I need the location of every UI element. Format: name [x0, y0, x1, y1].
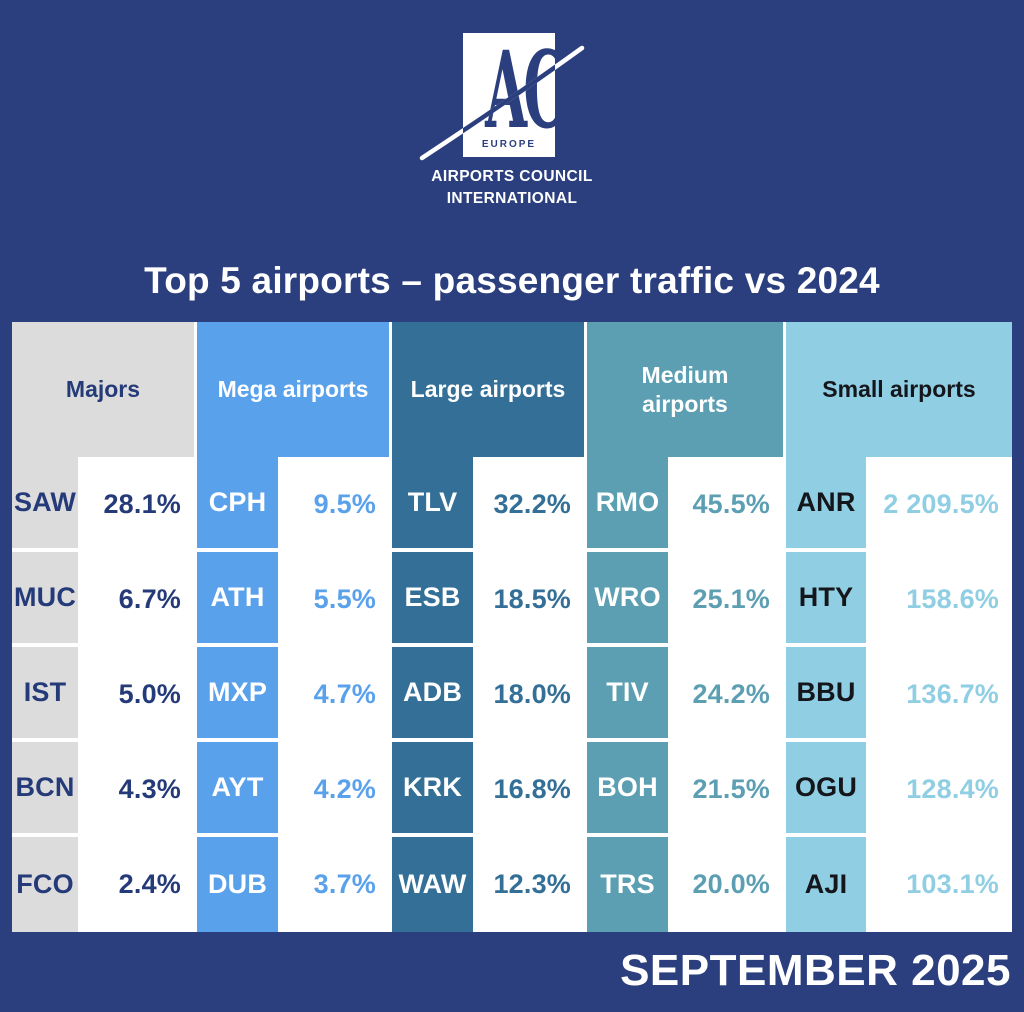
airport-code-cell: ANR	[786, 457, 866, 552]
traffic-value-cell: 2.4%	[118, 869, 181, 899]
traffic-value-column: 9.5% 5.5% 4.7% 4.2% 3.7%	[278, 457, 389, 932]
traffic-value-cell: 4.7%	[313, 679, 376, 709]
category-column-mega-airports: Mega airports CPH ATH MXP AYT DUB 9.5% 5.5% 4.7%…	[197, 322, 389, 932]
airport-code-cell: BCN	[12, 742, 78, 837]
traffic-value-cell: 12.3%	[493, 869, 571, 899]
category-label: Mega airports	[217, 376, 369, 403]
traffic-value-cell: 6.7%	[118, 584, 181, 614]
traffic-value-cell: 45.5%	[692, 489, 770, 519]
aci-swoosh-icon	[419, 45, 585, 161]
airport-code-cell: KRK	[392, 742, 473, 837]
airport-code-cell: TLV	[392, 457, 473, 552]
category-header-large-airports: Large airports	[392, 322, 584, 457]
traffic-value-column: 28.1% 6.7% 5.0% 4.3% 2.4%	[78, 457, 194, 932]
airport-code-column: SAW MUC IST BCN FCO	[12, 457, 78, 932]
category-column-small-airports: Small airports ANR HTY BBU OGU AJI 2 209.5% 158…	[786, 322, 1012, 932]
category-label: Majors	[65, 376, 141, 403]
airport-code-cell: MXP	[197, 647, 278, 742]
airport-code-cell: CPH	[197, 457, 278, 552]
traffic-value-cell: 5.0%	[118, 679, 181, 709]
airport-code-cell: ATH	[197, 552, 278, 647]
airport-code-cell: WAW	[392, 837, 473, 932]
category-header-medium-airports: Medium airports	[587, 322, 783, 457]
category-header-majors: Majors	[12, 322, 194, 457]
category-header-mega-airports: Mega airports	[197, 322, 389, 457]
airport-code-column: TLV ESB ADB KRK WAW	[392, 457, 473, 932]
airport-code-cell: AYT	[197, 742, 278, 837]
airport-code-cell: ADB	[392, 647, 473, 742]
org-name: AIRPORTS COUNCIL INTERNATIONAL	[0, 166, 1024, 211]
traffic-value-cell: 21.5%	[692, 774, 770, 804]
airport-code-cell: SAW	[12, 457, 78, 552]
report-period: SEPTEMBER 2025	[620, 946, 1011, 995]
category-body: ANR HTY BBU OGU AJI 2 209.5% 158.6% 136.7% 128.4…	[786, 457, 1012, 932]
category-body: RMO WRO TIV BOH TRS 45.5% 25.1% 24.2% 21.5% 20.0%	[587, 457, 783, 932]
airport-code-cell: MUC	[12, 552, 78, 647]
airport-code-cell: ESB	[392, 552, 473, 647]
category-body: TLV ESB ADB KRK WAW 32.2% 18.5% 18.0% 16.8% 12.3%	[392, 457, 584, 932]
traffic-value-cell: 2 209.5%	[883, 489, 999, 519]
traffic-value-cell: 9.5%	[313, 489, 376, 519]
category-column-large-airports: Large airports TLV ESB ADB KRK WAW 32.2% 18.5% 1…	[392, 322, 584, 932]
traffic-value-cell: 3.7%	[313, 869, 376, 899]
airport-code-cell: HTY	[786, 552, 866, 647]
category-label: Medium airports	[641, 361, 729, 417]
traffic-value-column: 45.5% 25.1% 24.2% 21.5% 20.0%	[668, 457, 783, 932]
traffic-table: Majors SAW MUC IST BCN FCO 28.1% 6.7% 5.0% 4.3% 2.…	[12, 322, 1012, 932]
traffic-value-cell: 20.0%	[692, 869, 770, 899]
airport-code-cell: BBU	[786, 647, 866, 742]
traffic-value-cell: 4.2%	[313, 774, 376, 804]
airport-code-column: ANR HTY BBU OGU AJI	[786, 457, 866, 932]
airport-code-cell: DUB	[197, 837, 278, 932]
traffic-value-cell: 5.5%	[313, 584, 376, 614]
airport-code-cell: AJI	[786, 837, 866, 932]
traffic-value-cell: 18.5%	[493, 584, 571, 614]
airport-code-column: RMO WRO TIV BOH TRS	[587, 457, 668, 932]
traffic-value-cell: 103.1%	[906, 869, 999, 899]
traffic-value-cell: 28.1%	[103, 489, 181, 519]
category-body: SAW MUC IST BCN FCO 28.1% 6.7% 5.0% 4.3% 2.4%	[12, 457, 194, 932]
traffic-value-cell: 24.2%	[692, 679, 770, 709]
traffic-value-column: 32.2% 18.5% 18.0% 16.8% 12.3%	[473, 457, 584, 932]
airport-code-cell: IST	[12, 647, 78, 742]
airport-code-cell: RMO	[587, 457, 668, 552]
traffic-value-cell: 32.2%	[493, 489, 571, 519]
airport-code-cell: BOH	[587, 742, 668, 837]
category-column-majors: Majors SAW MUC IST BCN FCO 28.1% 6.7% 5.0% 4.3% 2.…	[12, 322, 194, 932]
airport-code-cell: WRO	[587, 552, 668, 647]
category-label: Small airports	[822, 376, 976, 403]
category-label: Large airports	[410, 376, 566, 403]
category-body: CPH ATH MXP AYT DUB 9.5% 5.5% 4.7% 4.2% 3.7%	[197, 457, 389, 932]
traffic-value-cell: 4.3%	[118, 774, 181, 804]
airport-code-cell: FCO	[12, 837, 78, 932]
traffic-value-cell: 16.8%	[493, 774, 571, 804]
category-header-small-airports: Small airports	[786, 322, 1012, 457]
aci-logo-region-label: EUROPE	[481, 139, 537, 150]
org-name-line1: AIRPORTS COUNCIL	[431, 168, 593, 185]
airport-code-cell: TRS	[587, 837, 668, 932]
page-title: Top 5 airports – passenger traffic vs 20…	[144, 260, 880, 301]
traffic-value-cell: 136.7%	[906, 679, 999, 709]
airport-code-cell: TIV	[587, 647, 668, 742]
traffic-value-cell: 18.0%	[493, 679, 571, 709]
traffic-value-column: 2 209.5% 158.6% 136.7% 128.4% 103.1%	[866, 457, 1012, 932]
airport-code-cell: OGU	[786, 742, 866, 837]
traffic-value-cell: 25.1%	[692, 584, 770, 614]
traffic-value-cell: 158.6%	[906, 584, 999, 614]
category-column-medium-airports: Medium airports RMO WRO TIV BOH TRS 45.5% 25.1%…	[587, 322, 783, 932]
org-name-line2: INTERNATIONAL	[446, 190, 578, 208]
airport-code-column: CPH ATH MXP AYT DUB	[197, 457, 278, 932]
traffic-value-cell: 128.4%	[906, 774, 999, 804]
